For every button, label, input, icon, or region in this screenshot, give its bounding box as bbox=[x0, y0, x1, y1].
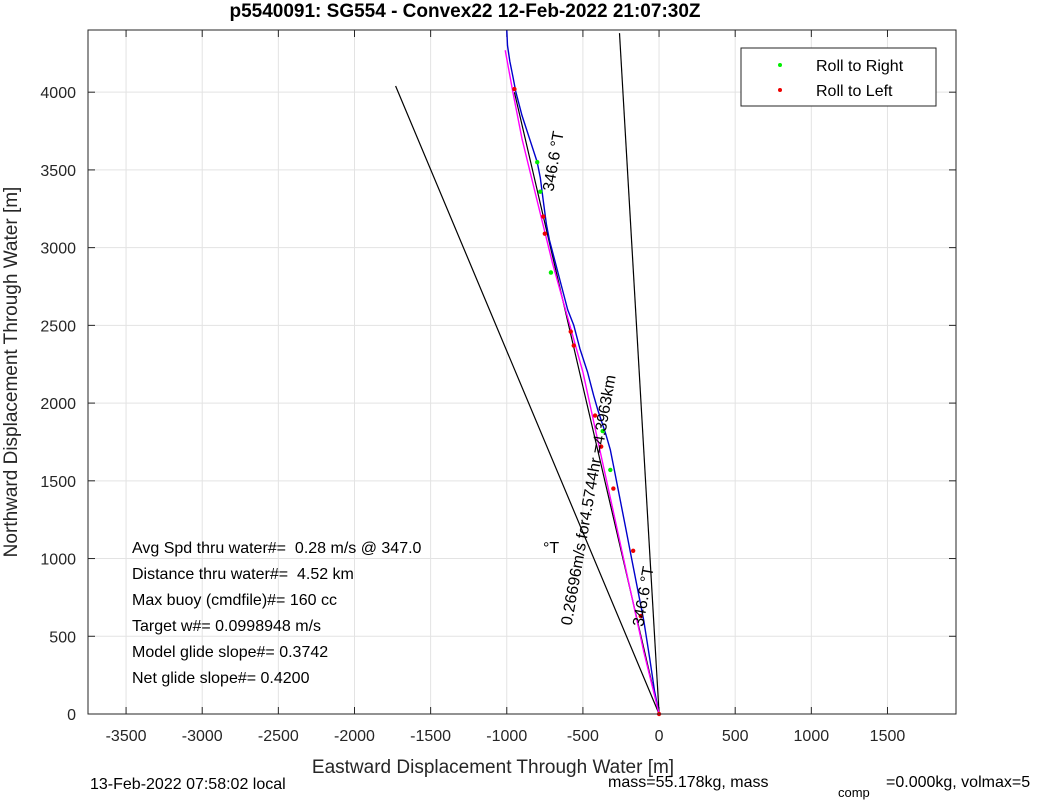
roll-left-point bbox=[512, 86, 517, 92]
roll-left-point bbox=[541, 214, 546, 219]
series-heading-line-3 bbox=[618, 33, 660, 715]
roll-right-point bbox=[538, 189, 543, 194]
footer: 13-Feb-2022 07:58:02 local mass=55.178kg… bbox=[90, 774, 1030, 800]
roll-left-point bbox=[568, 329, 573, 334]
legend-label-roll-left: Roll to Left bbox=[816, 83, 893, 100]
legend: Roll to Right Roll to Left bbox=[740, 47, 937, 107]
stat-max-buoy: Max buoy (cmdfile)#= 160 cc bbox=[132, 592, 337, 609]
stats-block: Avg Spd thru water#= 0.28 m/s @ 347.0 °T… bbox=[132, 540, 559, 687]
legend-box bbox=[740, 47, 937, 107]
legend-label-roll-right: Roll to Right bbox=[816, 58, 904, 75]
roll-right-point bbox=[600, 428, 605, 434]
series-heading-line-2 bbox=[395, 85, 660, 715]
roll-left-point bbox=[598, 444, 604, 449]
stat-avg-speed-unit: °T bbox=[543, 540, 559, 557]
y-tick-label: 0 bbox=[67, 707, 76, 724]
x-tick-label: -500 bbox=[567, 728, 599, 745]
y-tick-label: 2000 bbox=[40, 396, 76, 413]
y-tick-label: 1000 bbox=[40, 552, 76, 569]
chart-title: p5540091: SG554 - Convex22 12-Feb-2022 2… bbox=[229, 1, 700, 22]
roll-left-point bbox=[571, 343, 576, 348]
stat-avg-speed: Avg Spd thru water#= 0.28 m/s @ 347.0 bbox=[132, 540, 422, 557]
plot-annotation: 346.6 °T bbox=[540, 130, 567, 193]
x-tick-label: -3500 bbox=[106, 728, 147, 745]
legend-marker-roll-right bbox=[778, 63, 782, 67]
roll-right-point bbox=[548, 270, 554, 275]
x-tick-label: -2500 bbox=[258, 728, 299, 745]
roll-right-point bbox=[535, 159, 540, 165]
series-track-0 bbox=[506, 29, 660, 715]
axis-ticks: -3500 -3000 -2500 -2000 -1500 -1000 -500 0 500 10… bbox=[40, 30, 956, 745]
roll-left-point bbox=[542, 231, 548, 236]
stat-target-w: Target w#= 0.0998948 m/s bbox=[132, 618, 321, 635]
legend-marker-roll-left bbox=[778, 88, 782, 92]
y-tick-label: 2500 bbox=[40, 318, 76, 335]
x-tick-label: 500 bbox=[722, 728, 749, 745]
plot-frame bbox=[87, 29, 957, 715]
x-axis-label: Eastward Displacement Through Water [m] bbox=[312, 757, 674, 778]
roll-points bbox=[512, 86, 662, 717]
y-tick-label: 3000 bbox=[40, 241, 76, 258]
x-tick-label: -2000 bbox=[334, 728, 375, 745]
y-tick-label: 3500 bbox=[40, 163, 76, 180]
y-tick-label: 1500 bbox=[40, 474, 76, 491]
x-tick-label: 1000 bbox=[794, 728, 830, 745]
y-axis-label: Northward Displacement Through Water [m] bbox=[1, 187, 22, 558]
x-tick-label: -1500 bbox=[410, 728, 451, 745]
x-tick-label: 1500 bbox=[870, 728, 906, 745]
roll-right-point bbox=[608, 467, 613, 473]
footer-local-time: 13-Feb-2022 07:58:02 local bbox=[90, 776, 286, 793]
heading-lines bbox=[395, 33, 660, 715]
y-tick-label: 4000 bbox=[40, 85, 76, 102]
x-tick-label: -3000 bbox=[182, 728, 223, 745]
y-tick-label: 500 bbox=[49, 629, 76, 646]
stat-net-glide: Net glide slope#= 0.4200 bbox=[132, 670, 310, 687]
x-tick-label: 0 bbox=[655, 728, 664, 745]
roll-left-point bbox=[611, 486, 616, 491]
roll-left-point bbox=[638, 613, 643, 619]
stat-distance: Distance thru water#= 4.52 km bbox=[132, 566, 354, 583]
footer-mass: mass=55.178kg, mass bbox=[608, 774, 769, 791]
stat-model-glide: Model glide slope#= 0.3742 bbox=[132, 644, 328, 661]
grid bbox=[88, 30, 956, 715]
footer-comp-subscript: comp bbox=[838, 785, 870, 800]
roll-left-point bbox=[592, 413, 598, 418]
footer-comp-values: =0.000kg, volmax=5 bbox=[886, 774, 1030, 791]
roll-left-point bbox=[630, 548, 636, 553]
x-tick-label: -1000 bbox=[486, 728, 527, 745]
